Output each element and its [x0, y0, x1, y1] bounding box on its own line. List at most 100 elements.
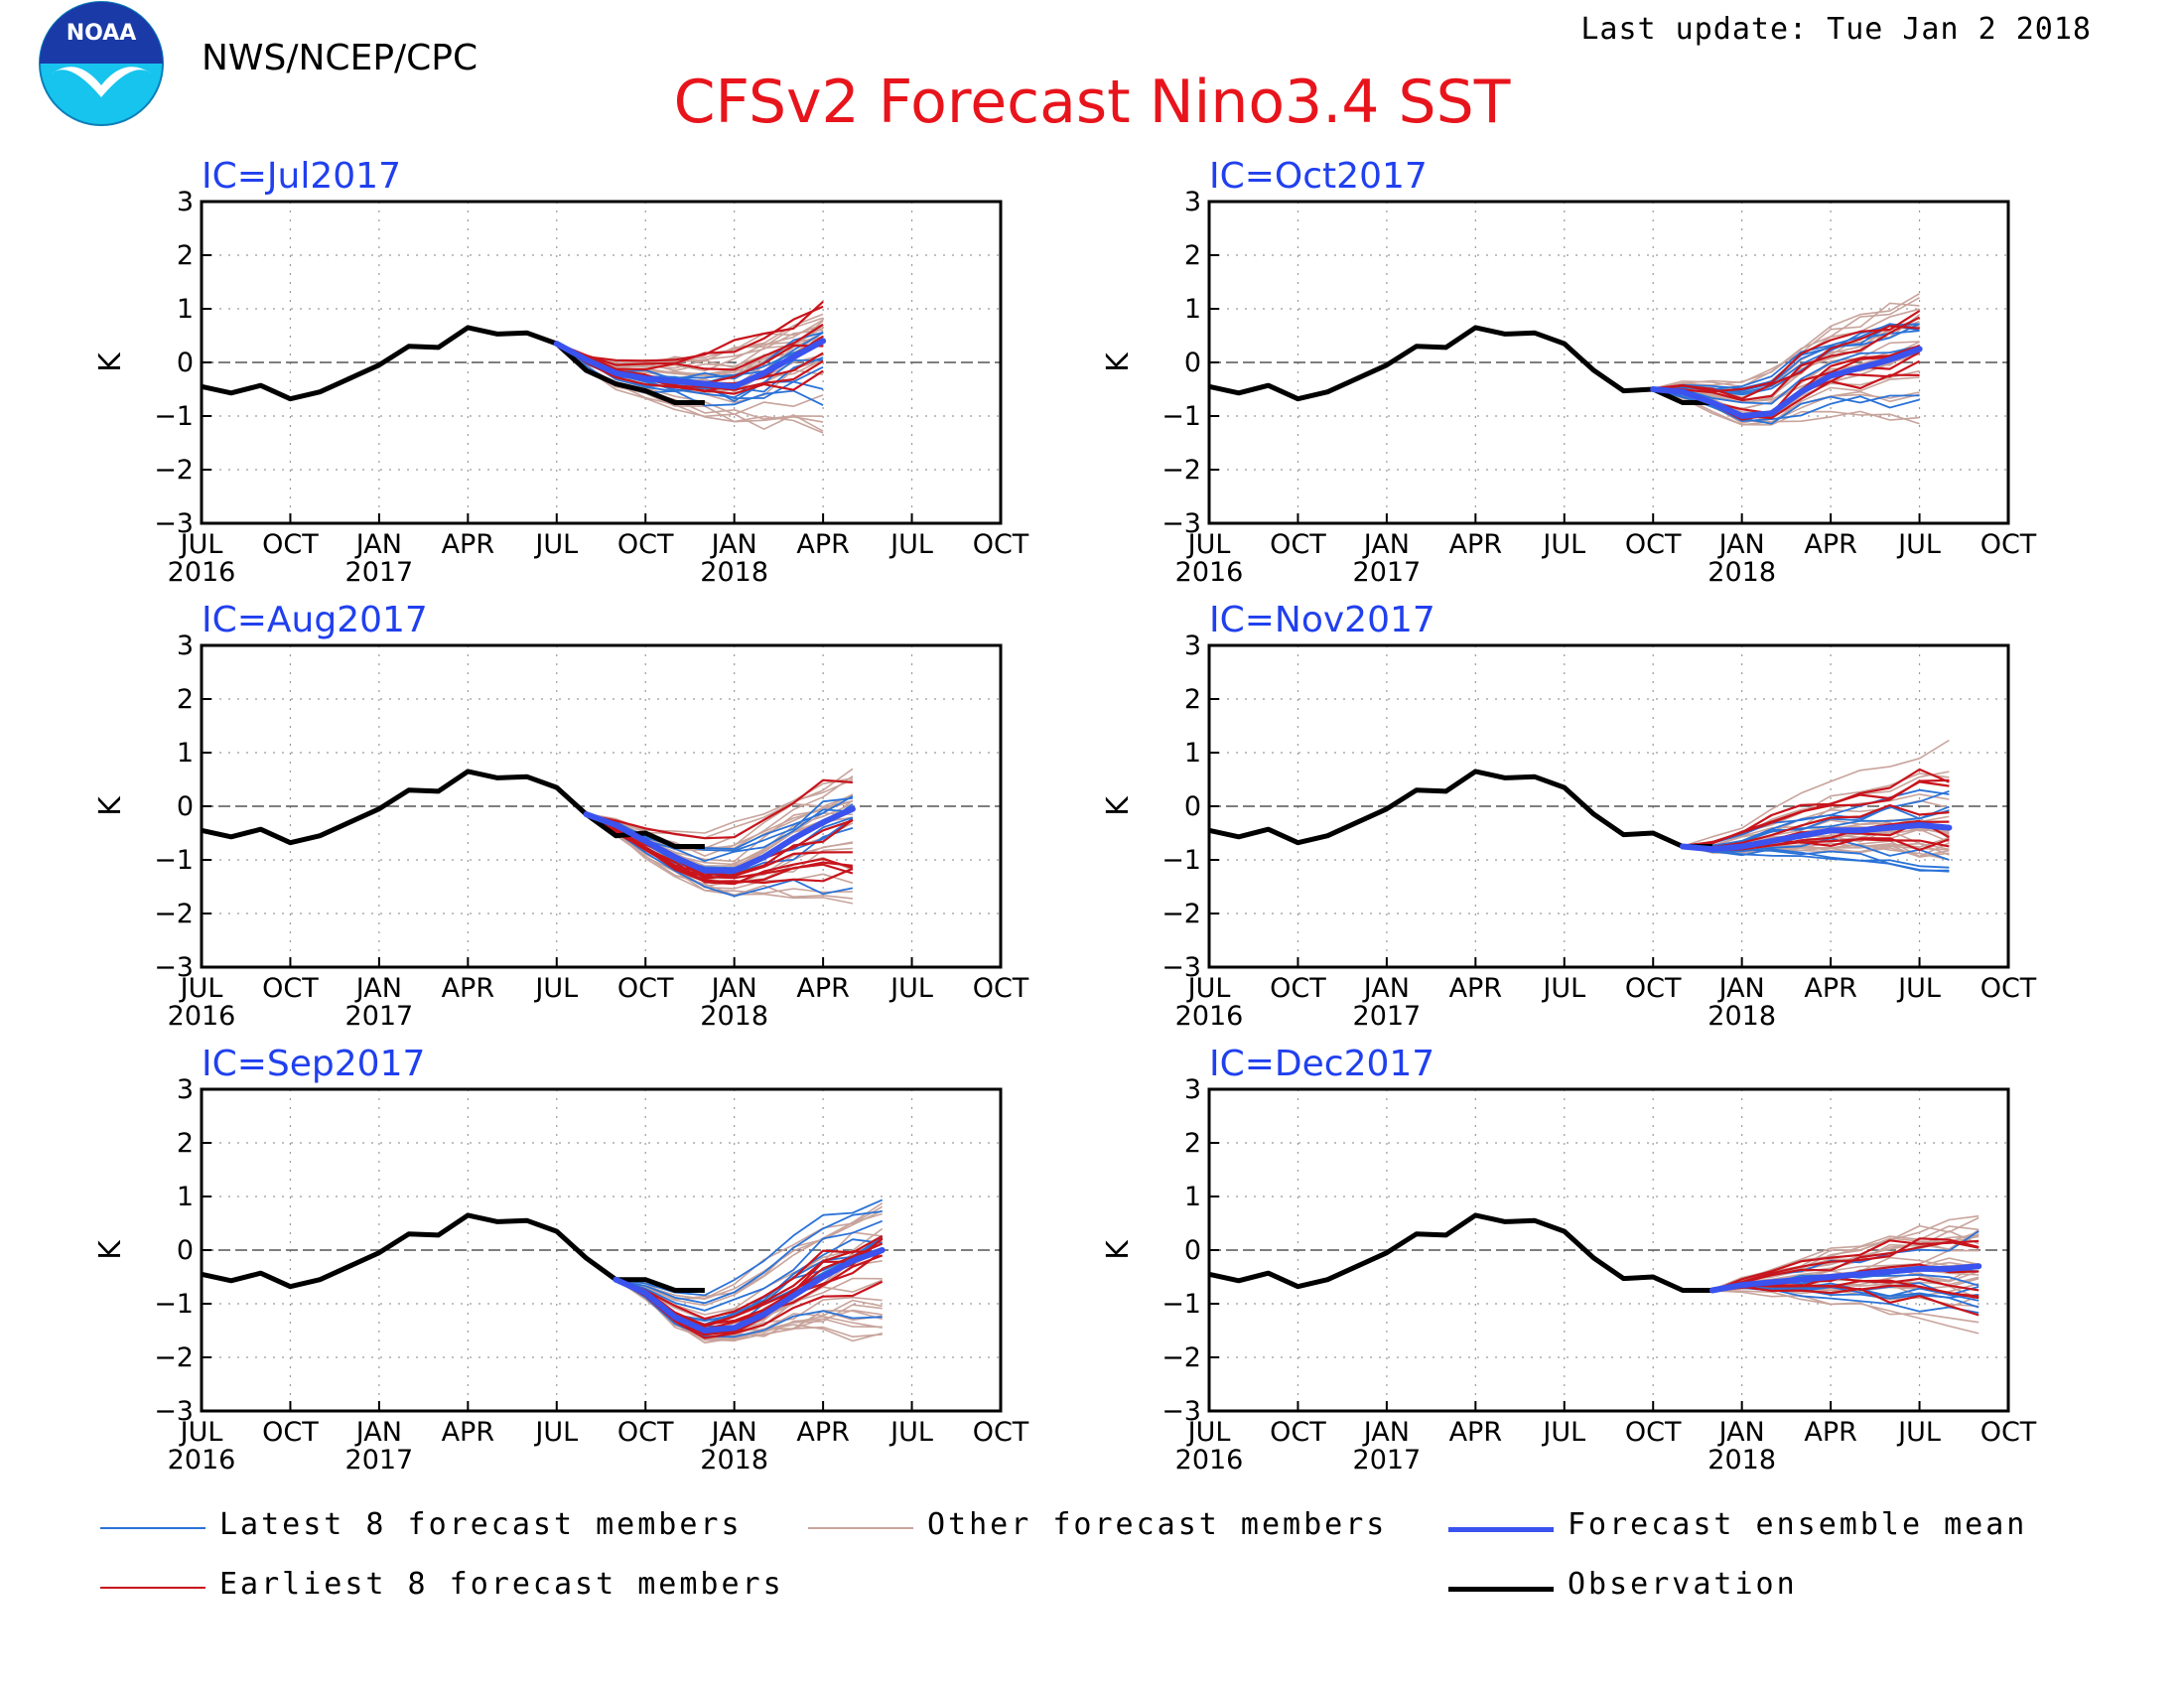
x-tick-label: OCT: [262, 529, 319, 560]
panel-title: IC=Dec2017: [1209, 1044, 1434, 1084]
chart-title: CFSv2 Forecast Nino3.4 SST: [673, 68, 1511, 137]
y-tick-label: −3: [154, 508, 194, 539]
x-year-label: 2017: [1353, 1445, 1422, 1476]
y-tick-label: 3: [177, 187, 194, 217]
y-tick-label: −2: [1161, 455, 1201, 486]
observation-line: [201, 325, 705, 405]
legend-swatch: [1448, 1527, 1554, 1532]
ensemble-mean-line: [553, 338, 827, 390]
x-year-label: 2016: [1175, 1445, 1244, 1476]
logo-text: NOAA: [67, 21, 137, 46]
x-year-label: 2018: [1707, 1001, 1776, 1032]
x-tick-label: JUL: [888, 529, 933, 560]
ensemble-mean-line: [583, 805, 856, 874]
x-tick-label: APR: [796, 529, 850, 560]
x-tick-label: APR: [1804, 1417, 1857, 1448]
y-tick-label: −1: [154, 845, 194, 876]
y-tick-label: −2: [154, 899, 194, 929]
x-year-label: 2016: [168, 557, 236, 588]
x-tick-label: APR: [1449, 529, 1503, 560]
y-tick-label: 1: [177, 294, 194, 325]
observation-line: [1208, 1212, 1712, 1293]
y-tick-label: −2: [154, 1342, 194, 1373]
x-tick-label: JAN: [1717, 529, 1765, 560]
x-year-label: 2016: [1175, 1001, 1244, 1032]
earliest-member-line: [1711, 1240, 1979, 1292]
y-axis-label: K: [93, 795, 128, 816]
y-tick-label: 3: [177, 1074, 194, 1105]
x-tick-label: OCT: [973, 529, 1029, 560]
x-tick-label: OCT: [973, 1417, 1029, 1448]
panel-title: IC=Jul2017: [202, 156, 401, 197]
x-tick-label: OCT: [262, 1417, 319, 1448]
x-tick-label: JUL: [1896, 1417, 1941, 1448]
y-axis-label: K: [93, 1239, 128, 1260]
x-tick-label: JAN: [354, 973, 402, 1004]
y-tick-label: 3: [1184, 187, 1201, 217]
last-update: Last update: Tue Jan 2 2018: [1580, 12, 2092, 47]
other-member-line: [586, 812, 853, 900]
x-year-label: 2018: [700, 1445, 768, 1476]
agency-label: NWS/NCEP/CPC: [202, 38, 478, 78]
observation-line: [1208, 769, 1712, 849]
y-tick-label: −3: [1161, 508, 1201, 539]
latest-member-line: [1682, 805, 1950, 847]
x-year-label: 2018: [1707, 557, 1776, 588]
x-tick-label: JAN: [710, 973, 757, 1004]
x-tick-label: APR: [1804, 529, 1857, 560]
x-tick-label: OCT: [617, 529, 674, 560]
other-member-line: [1711, 1249, 1979, 1292]
y-tick-label: −1: [1161, 845, 1201, 876]
x-tick-label: JAN: [1717, 1417, 1765, 1448]
legend-label: Forecast ensemble mean: [1568, 1507, 2028, 1542]
x-tick-label: JUL: [533, 1417, 578, 1448]
x-year-label: 2018: [1707, 1445, 1776, 1476]
x-tick-label: OCT: [262, 973, 319, 1004]
y-tick-label: 0: [177, 1235, 194, 1266]
x-tick-label: JAN: [1362, 973, 1410, 1004]
legend-swatch: [100, 1527, 205, 1529]
x-year-label: 2017: [345, 557, 414, 588]
noaa-logo: NOAA: [39, 1, 164, 126]
x-tick-label: OCT: [1980, 973, 2037, 1004]
y-axis-label: K: [1101, 352, 1136, 372]
y-tick-label: 2: [177, 684, 194, 715]
y-tick-label: 0: [1184, 348, 1201, 378]
latest-member-line: [614, 1278, 883, 1338]
earliest-member-line: [1653, 316, 1921, 402]
x-year-label: 2018: [700, 557, 768, 588]
earliest-member-line: [1653, 310, 1921, 393]
x-tick-label: OCT: [1980, 1417, 2037, 1448]
x-tick-label: OCT: [617, 1417, 674, 1448]
x-tick-label: JAN: [710, 1417, 757, 1448]
ensemble-mean-line: [1708, 1263, 1982, 1294]
latest-member-line: [586, 813, 854, 898]
legend-label: Other forecast members: [927, 1507, 1388, 1542]
x-tick-label: OCT: [1980, 529, 2037, 560]
x-tick-label: JUL: [888, 973, 933, 1004]
legend-label: Earliest 8 forecast members: [219, 1567, 784, 1602]
y-tick-label: −1: [154, 401, 194, 432]
observation-line: [201, 769, 705, 849]
panel-title: IC=Oct2017: [1209, 156, 1428, 197]
x-tick-label: JAN: [1717, 973, 1765, 1004]
ensemble-mean-line: [1680, 821, 1953, 853]
legend-swatch: [808, 1527, 913, 1529]
x-year-label: 2017: [345, 1445, 414, 1476]
x-year-label: 2016: [168, 1445, 236, 1476]
x-year-label: 2017: [345, 1001, 414, 1032]
earliest-member-line: [586, 813, 853, 878]
x-year-label: 2016: [1175, 557, 1244, 588]
earliest-member-line: [586, 778, 853, 840]
x-tick-label: JUL: [179, 529, 223, 560]
latest-member-line: [1682, 846, 1950, 869]
y-tick-label: −3: [154, 1396, 194, 1427]
earliest-member-line: [556, 305, 824, 366]
y-tick-label: 1: [1184, 738, 1201, 769]
x-year-label: 2018: [700, 1001, 768, 1032]
x-tick-label: JAN: [710, 529, 757, 560]
ensemble-mean-line: [1650, 346, 1923, 419]
y-tick-label: −1: [1161, 401, 1201, 432]
